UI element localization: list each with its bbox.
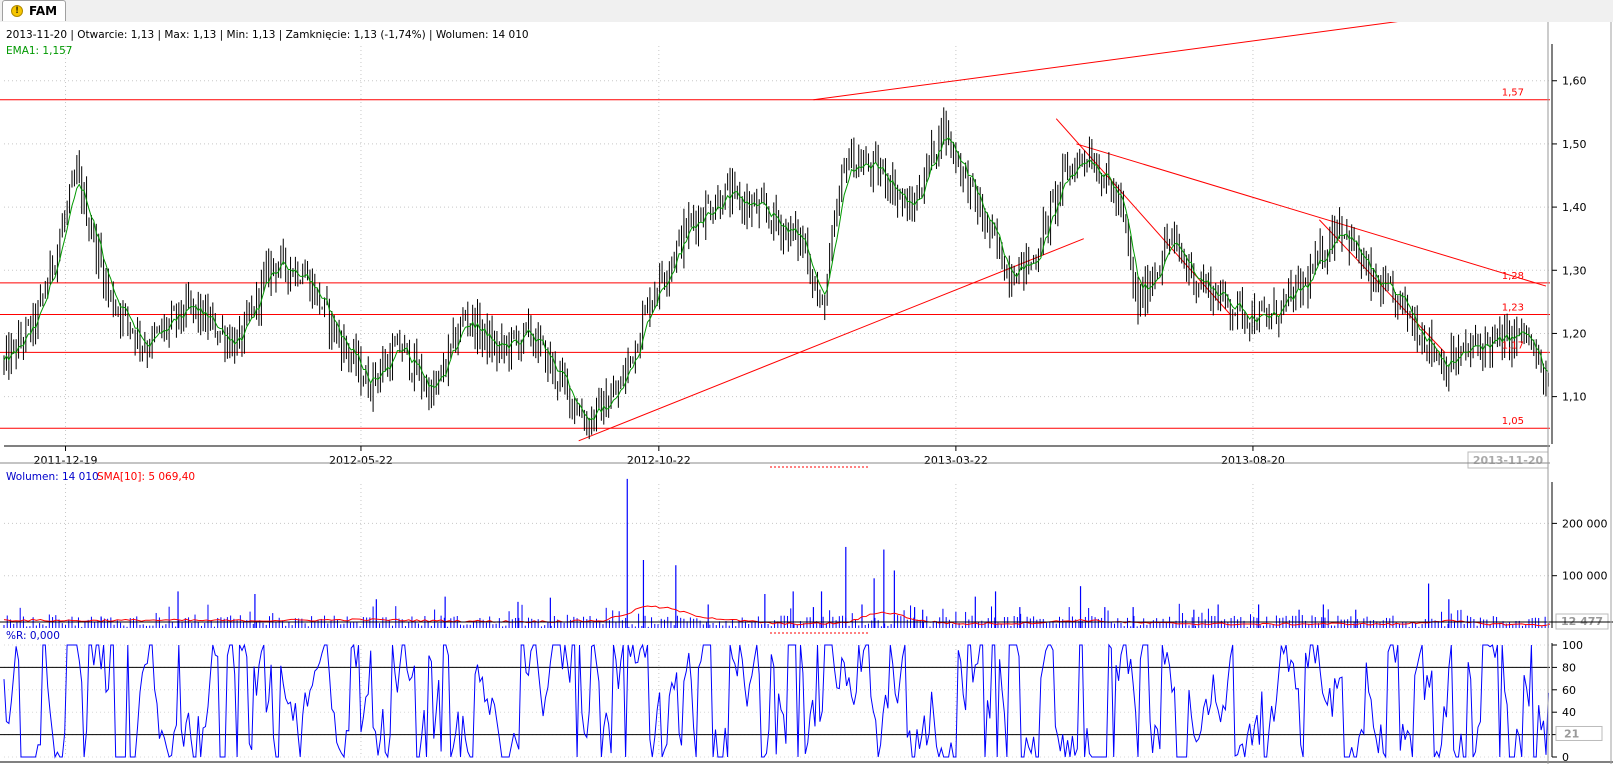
ohlc-header: 2013-11-20 | Otwarcie: 1,13 | Max: 1,13 … — [6, 29, 529, 41]
warning-icon: ! — [11, 5, 23, 17]
date-tick-label: 2013-08-20 — [1221, 454, 1285, 467]
support-levels — [0, 99, 1550, 429]
chart-background — [0, 22, 1613, 764]
stock-chart[interactable]: 1,57 1,28 1,23 1,17 1,05 1,10 1,20 1,30 1,40 1,5… — [0, 22, 1613, 764]
wr-axis: 02040608010021 — [1551, 639, 1603, 764]
price-tick-label: 1,60 — [1562, 75, 1587, 88]
date-tick-label: 2012-10-22 — [627, 454, 691, 467]
cursor-date-label: 2013-11-20 — [1473, 454, 1544, 467]
level-label: 1,05 — [1502, 416, 1524, 427]
trendlines — [578, 22, 1547, 442]
volume-tick-label: 100 000 — [1562, 570, 1608, 583]
sma-header: SMA[10]: 5 069,40 — [97, 471, 195, 483]
level-label: 1,57 — [1502, 88, 1524, 99]
level-labels: 1,57 1,28 1,23 1,17 1,05 — [1502, 88, 1524, 428]
wr-last-label: 21 — [1564, 727, 1579, 740]
level-label: 1,23 — [1502, 302, 1524, 313]
date-axis: 2011-12-19 2012-05-22 2012-10-22 2013-03-22… — [4, 445, 1550, 469]
wr-tick-label: 100 — [1562, 639, 1583, 652]
sma-line — [3, 605, 1551, 627]
wr-tick-label: 60 — [1562, 684, 1576, 697]
wr-line — [3, 643, 1549, 759]
trendline — [578, 238, 1084, 442]
price-tick-label: 1,50 — [1562, 138, 1587, 151]
ema-line — [3, 136, 1549, 422]
tab-fam[interactable]: ! FAM — [2, 0, 66, 21]
wr-tick-label: 0 — [1562, 751, 1569, 764]
trendline — [1318, 219, 1446, 353]
tab-bar: ! FAM — [0, 0, 1613, 23]
price-bars — [3, 107, 1549, 440]
trendline — [813, 22, 1398, 101]
price-tick-label: 1,30 — [1562, 264, 1587, 277]
date-tick-label: 2011-12-19 — [34, 454, 98, 467]
level-label: 1,28 — [1502, 271, 1524, 282]
ema-header: EMA1: 1,157 — [6, 45, 73, 57]
price-axis: 1,10 1,20 1,30 1,40 1,50 1,60 — [1551, 44, 1587, 444]
price-tick-label: 1,40 — [1562, 201, 1587, 214]
date-tick-label: 2013-03-22 — [924, 454, 988, 467]
wr-tick-label: 80 — [1562, 661, 1576, 674]
panel-frame — [0, 22, 1613, 764]
wr-tick-label: 40 — [1562, 706, 1576, 719]
wr-last-box — [1555, 725, 1603, 741]
wr-header: %R: 0,000 — [6, 630, 60, 642]
tab-label: FAM — [29, 4, 58, 18]
williams-r-panel: 02040608010021 %R: 0,000 — [0, 630, 1603, 764]
volume-header: Wolumen: 14 010 — [6, 471, 99, 483]
trendline — [1076, 143, 1547, 287]
price-tick-label: 1,20 — [1562, 327, 1587, 340]
price-tick-label: 1,10 — [1562, 391, 1587, 404]
price-panel: 1,57 1,28 1,23 1,17 1,05 1,10 1,20 1,30 1,40 1,5… — [0, 22, 1587, 469]
volume-tick-label: 200 000 — [1562, 517, 1608, 530]
date-tick-label: 2012-05-22 — [329, 454, 393, 467]
level-label: 1,17 — [1502, 340, 1524, 351]
